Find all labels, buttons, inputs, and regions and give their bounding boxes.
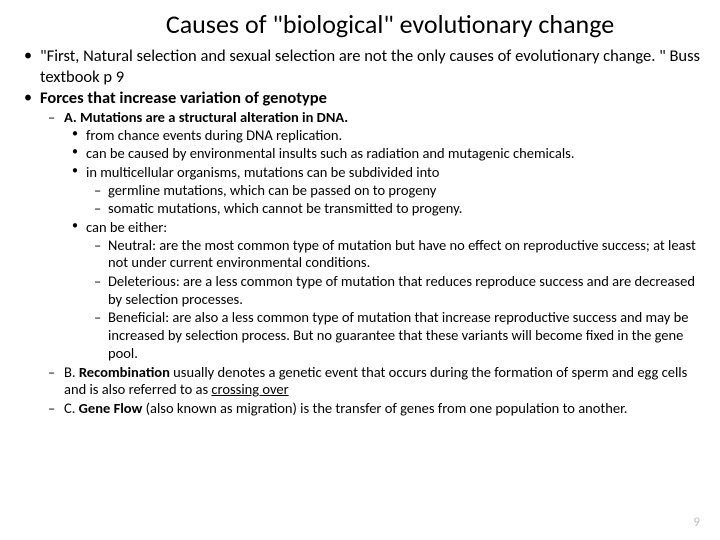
a-multicell-text: in multicellular organisms, mutations ca… <box>86 163 439 181</box>
b-bold: Recombination <box>79 363 170 381</box>
a-multicell: in multicellular organisms, mutations ca… <box>64 164 702 218</box>
a-either-text: can be either: <box>86 218 167 236</box>
a-somatic: somatic mutations, which cannot be trans… <box>86 200 702 218</box>
item-a-lead: A. Mutations are a structural alteration… <box>64 108 348 126</box>
sub-list: A. Mutations are a structural alteration… <box>40 109 702 418</box>
a-chance: from chance events during DNA replicatio… <box>64 127 702 145</box>
a-neutral: Neutral: are the most common type of mut… <box>86 237 702 272</box>
forces-text: Forces that increase variation of genoty… <box>40 88 327 108</box>
slide-container: Causes of "biological" evolutionary chan… <box>0 0 720 540</box>
c-rest: (also known as migration) is the transfe… <box>142 399 627 417</box>
a-sublist: from chance events during DNA replicatio… <box>64 127 702 363</box>
item-b: B. Recombination usually denotes a genet… <box>40 364 702 399</box>
top-list: "First, Natural selection and sexual sel… <box>18 46 702 418</box>
a-env: can be caused by environmental insults s… <box>64 145 702 163</box>
c-bold: Gene Flow <box>79 399 143 417</box>
item-a: A. Mutations are a structural alteration… <box>40 109 702 363</box>
item-c: C. Gene Flow (also known as migration) i… <box>40 400 702 418</box>
b-link[interactable]: crossing over <box>211 380 288 398</box>
slide-title: Causes of "biological" evolutionary chan… <box>18 8 702 40</box>
a-deleterious: Deleterious: are a less common type of m… <box>86 273 702 308</box>
a-either: can be either: Neutral: are the most com… <box>64 219 702 363</box>
a-multicell-sub: germline mutations, which can be passed … <box>86 182 702 218</box>
b-pre: B. <box>64 363 79 381</box>
a-either-sub: Neutral: are the most common type of mut… <box>86 237 702 363</box>
page-number: 9 <box>693 515 700 530</box>
a-germline: germline mutations, which can be passed … <box>86 182 702 200</box>
c-pre: C. <box>64 399 79 417</box>
bullet-quote: "First, Natural selection and sexual sel… <box>18 46 702 87</box>
bullet-forces: Forces that increase variation of genoty… <box>18 88 702 417</box>
a-beneficial: Beneficial: are also a less common type … <box>86 309 702 362</box>
